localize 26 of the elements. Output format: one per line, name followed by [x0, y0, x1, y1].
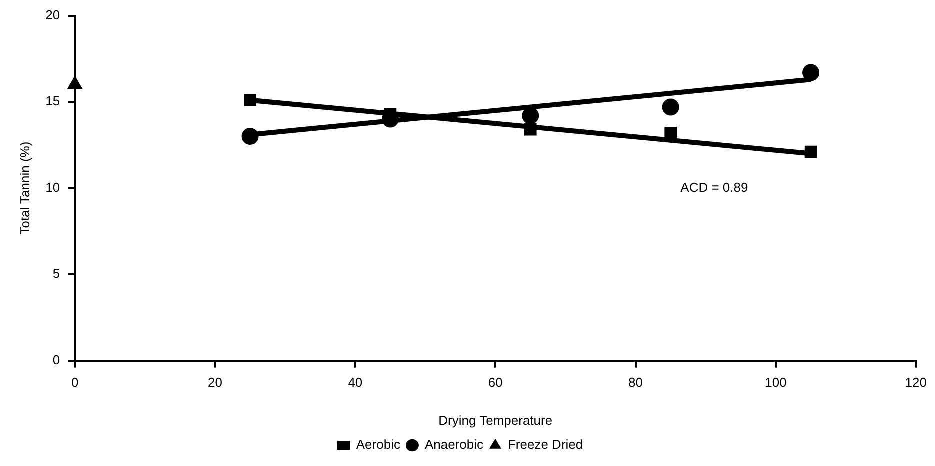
legend-label: Aerobic: [356, 437, 401, 452]
point: [524, 123, 537, 136]
annotation: ACD = 0.89: [680, 180, 748, 195]
point: [242, 128, 259, 146]
point: [664, 126, 677, 140]
legend-label: Freeze Dried: [508, 437, 584, 452]
y-tick-label: 10: [46, 180, 60, 195]
y-tick-label: 20: [46, 7, 60, 22]
point: [804, 146, 818, 158]
y-tick-label: 0: [52, 352, 60, 368]
x-tick-label: 0: [71, 375, 79, 390]
point: [244, 94, 256, 106]
point: [802, 64, 820, 82]
point: [522, 107, 540, 124]
legend-label: Anaerobic: [424, 437, 484, 452]
point: [662, 98, 680, 116]
x-tick-label: 60: [488, 375, 503, 390]
x-tick-label: 80: [628, 375, 644, 390]
y-tick-label: 15: [46, 94, 60, 109]
x-axis-title: Drying Temperature: [438, 412, 553, 428]
y-axis-title: Total Tannin (%): [17, 142, 32, 235]
x-tick-label: 40: [348, 375, 363, 390]
x-tick-label: 100: [765, 375, 787, 390]
y-tick-label: 5: [52, 266, 60, 282]
x-tick-label: 20: [208, 375, 222, 390]
x-tick-label: 120: [905, 375, 928, 390]
